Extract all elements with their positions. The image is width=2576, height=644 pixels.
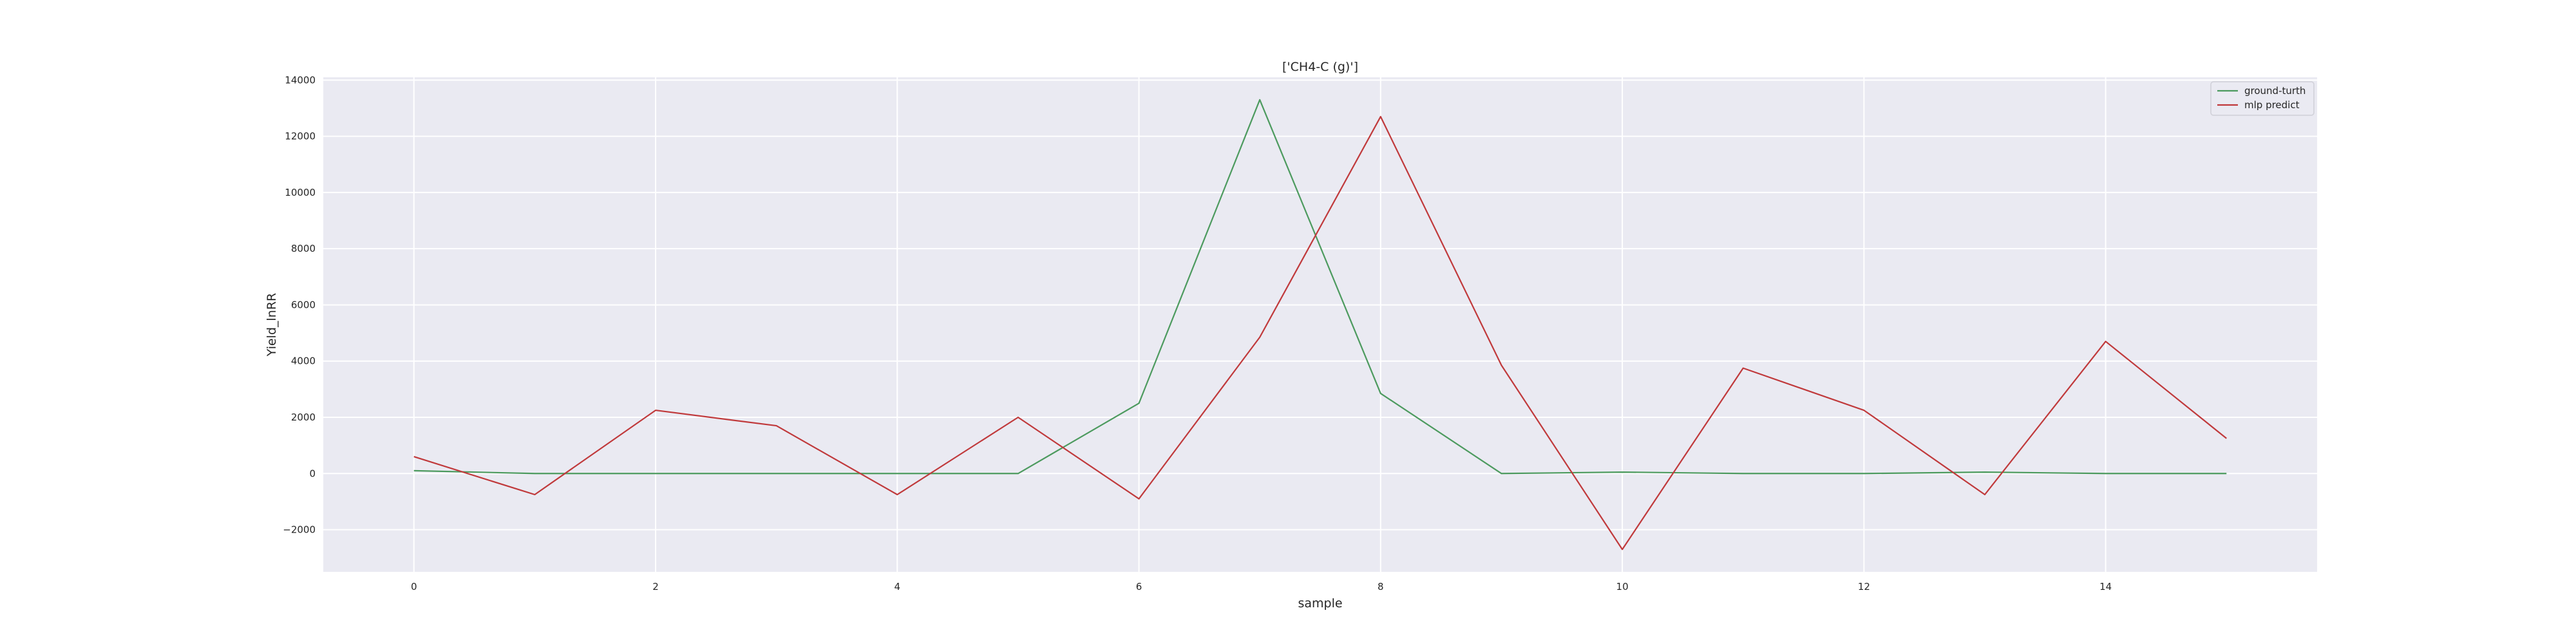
series-line-ground-turth [413, 99, 2227, 475]
data-point [1621, 548, 1624, 551]
data-point [1017, 416, 1019, 419]
data-point [1984, 493, 1986, 496]
plot-background [323, 77, 2317, 572]
data-point [1862, 409, 1865, 412]
data-point [1379, 392, 1382, 395]
data-point [1258, 336, 1261, 339]
data-point [1621, 471, 1624, 473]
y-tick-label: 0 [309, 468, 316, 479]
x-tick-label: 12 [1858, 581, 1870, 592]
data-point [1742, 367, 1745, 370]
x-tick-label: 2 [652, 581, 659, 592]
data-point [1984, 471, 1986, 473]
data-point [1138, 402, 1141, 404]
data-point [1862, 472, 1865, 475]
chart-title: ['CH4-C (g)'] [1282, 60, 1358, 74]
data-point [1500, 472, 1502, 475]
x-tick-label: 14 [2099, 581, 2112, 592]
y-tick-label: 2000 [291, 412, 316, 423]
x-tick-label: 6 [1136, 581, 1142, 592]
x-tick-label: 10 [1616, 581, 1629, 592]
legend-label: ground-turth [2244, 85, 2306, 97]
x-tick-label: 8 [1378, 581, 1384, 592]
data-point [1017, 472, 1019, 475]
data-point [413, 455, 415, 458]
y-axis-label: Yield_lnRR [265, 293, 279, 357]
data-point [896, 472, 898, 475]
data-point [775, 472, 778, 475]
tick-labels: 0 2 4 6 8 10 12 14 −2000 0 2000 4000 6000 8000 10000 12… [283, 74, 2112, 592]
data-point [2105, 472, 2107, 475]
x-tick-label: 0 [411, 581, 417, 592]
y-tick-label: 8000 [291, 243, 316, 254]
data-point [1258, 99, 1261, 101]
data-point [1379, 115, 1382, 118]
data-point [2105, 340, 2107, 343]
y-tick-label: 10000 [285, 187, 316, 198]
data-point [896, 493, 898, 496]
data-point [533, 472, 536, 475]
grid-lines [323, 77, 2317, 572]
x-tick-label: 4 [894, 581, 900, 592]
data-point [775, 424, 778, 427]
data-point [654, 472, 657, 475]
data-point [1500, 364, 1502, 366]
y-tick-label: 14000 [285, 74, 316, 86]
legend-label: mlp predict [2244, 99, 2300, 111]
data-point [2225, 437, 2228, 440]
data-point [1742, 472, 1745, 475]
y-tick-label: −2000 [283, 524, 316, 536]
series-line-mlp-predict [413, 115, 2227, 551]
data-point [2225, 472, 2228, 475]
legend: ground-turth mlp predict [2210, 81, 2315, 116]
y-tick-label: 4000 [291, 355, 316, 367]
y-tick-label: 12000 [285, 131, 316, 142]
data-point [413, 469, 415, 472]
data-point [533, 493, 536, 496]
data-point [1138, 498, 1141, 500]
series-lines [413, 99, 2228, 551]
data-point [654, 409, 657, 412]
y-tick-label: 6000 [291, 299, 316, 310]
x-axis-label: sample [1298, 596, 1342, 611]
